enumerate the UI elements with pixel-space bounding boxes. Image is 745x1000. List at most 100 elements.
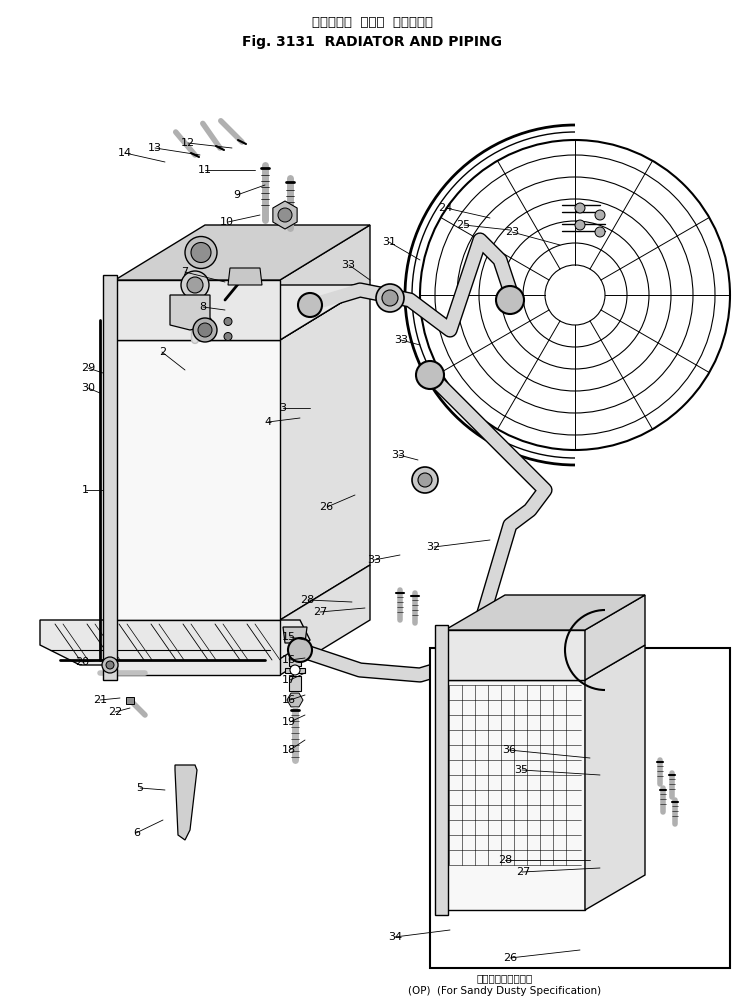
Text: 7: 7	[181, 267, 188, 277]
Text: ラジエータ  および  パイピング: ラジエータ および パイピング	[311, 15, 433, 28]
Bar	[289, 676, 301, 691]
Circle shape	[575, 203, 585, 213]
Text: 21: 21	[94, 695, 107, 705]
Circle shape	[198, 323, 212, 337]
Text: 25: 25	[457, 220, 470, 230]
Text: 3: 3	[279, 403, 287, 413]
Polygon shape	[228, 268, 262, 285]
Polygon shape	[40, 620, 310, 665]
Text: 6: 6	[133, 828, 140, 838]
Circle shape	[298, 293, 322, 317]
Bar	[115, 280, 280, 340]
Circle shape	[382, 290, 398, 306]
Polygon shape	[445, 595, 645, 630]
Circle shape	[204, 318, 212, 326]
Text: 26: 26	[320, 502, 333, 512]
Polygon shape	[103, 275, 117, 680]
Circle shape	[575, 220, 585, 230]
Text: 30: 30	[81, 383, 95, 393]
Bar	[445, 680, 585, 910]
Circle shape	[224, 332, 232, 340]
Polygon shape	[175, 765, 197, 840]
Bar	[430, 648, 730, 968]
Polygon shape	[126, 697, 134, 704]
Text: 11: 11	[198, 165, 212, 175]
Circle shape	[416, 361, 444, 389]
Text: 27: 27	[516, 867, 530, 877]
Polygon shape	[435, 625, 448, 915]
Text: 32: 32	[427, 542, 440, 552]
Text: 13: 13	[148, 143, 162, 153]
Circle shape	[187, 277, 203, 293]
Text: 33: 33	[342, 260, 355, 270]
Text: 17: 17	[282, 675, 296, 685]
Text: 34: 34	[388, 932, 402, 942]
Text: 10: 10	[221, 217, 234, 227]
Circle shape	[278, 208, 292, 222]
Text: 5: 5	[136, 783, 144, 793]
Polygon shape	[170, 295, 210, 330]
Circle shape	[458, 648, 482, 672]
Text: 33: 33	[367, 555, 381, 565]
Circle shape	[288, 638, 312, 662]
Text: 29: 29	[80, 363, 95, 373]
Text: 12: 12	[181, 138, 194, 148]
Text: 33: 33	[394, 335, 408, 345]
Text: 4: 4	[264, 417, 272, 427]
Bar	[289, 648, 301, 666]
Circle shape	[420, 140, 730, 450]
Text: 36: 36	[502, 745, 516, 755]
Polygon shape	[585, 595, 645, 680]
Circle shape	[204, 332, 212, 340]
Text: 31: 31	[382, 237, 396, 247]
Circle shape	[595, 210, 605, 220]
Polygon shape	[115, 225, 370, 280]
Polygon shape	[115, 285, 370, 340]
Circle shape	[418, 473, 432, 487]
Text: 28: 28	[300, 595, 315, 605]
Polygon shape	[273, 201, 297, 229]
Text: 9: 9	[233, 190, 241, 200]
Text: 砂　塵　地　仕　様: 砂 塵 地 仕 様	[477, 973, 533, 983]
Text: 24: 24	[438, 203, 453, 213]
Text: 16: 16	[282, 655, 296, 665]
Circle shape	[102, 657, 118, 673]
Polygon shape	[287, 693, 303, 707]
Polygon shape	[280, 225, 370, 340]
Text: 19: 19	[282, 717, 296, 727]
Circle shape	[412, 467, 438, 493]
Text: 1: 1	[82, 485, 89, 495]
Text: 16: 16	[282, 695, 296, 705]
Circle shape	[181, 271, 209, 299]
Circle shape	[595, 227, 605, 237]
Polygon shape	[585, 645, 645, 910]
Circle shape	[106, 661, 114, 669]
Circle shape	[185, 236, 217, 268]
Text: 2: 2	[159, 347, 166, 357]
Circle shape	[290, 665, 300, 675]
Text: 20: 20	[75, 657, 89, 667]
Bar	[115, 340, 280, 620]
Polygon shape	[280, 565, 370, 675]
Text: Fig. 3131  RADIATOR AND PIPING: Fig. 3131 RADIATOR AND PIPING	[242, 35, 502, 49]
Circle shape	[191, 242, 211, 262]
Circle shape	[193, 318, 217, 342]
Text: (OP)  (For Sandy Dusty Specification): (OP) (For Sandy Dusty Specification)	[408, 986, 601, 996]
Text: 35: 35	[515, 765, 528, 775]
Polygon shape	[280, 285, 370, 620]
Text: 28: 28	[498, 855, 513, 865]
Circle shape	[224, 318, 232, 326]
Text: 18: 18	[282, 745, 296, 755]
Text: 27: 27	[313, 607, 328, 617]
Text: 33: 33	[392, 450, 405, 460]
Bar	[115, 620, 280, 675]
Text: 14: 14	[118, 148, 132, 158]
Text: 26: 26	[504, 953, 517, 963]
Bar	[445, 630, 585, 680]
Polygon shape	[285, 668, 305, 673]
Circle shape	[376, 284, 404, 312]
Polygon shape	[283, 627, 307, 643]
Text: 8: 8	[199, 302, 206, 312]
Circle shape	[496, 286, 524, 314]
Text: 15: 15	[282, 632, 296, 642]
